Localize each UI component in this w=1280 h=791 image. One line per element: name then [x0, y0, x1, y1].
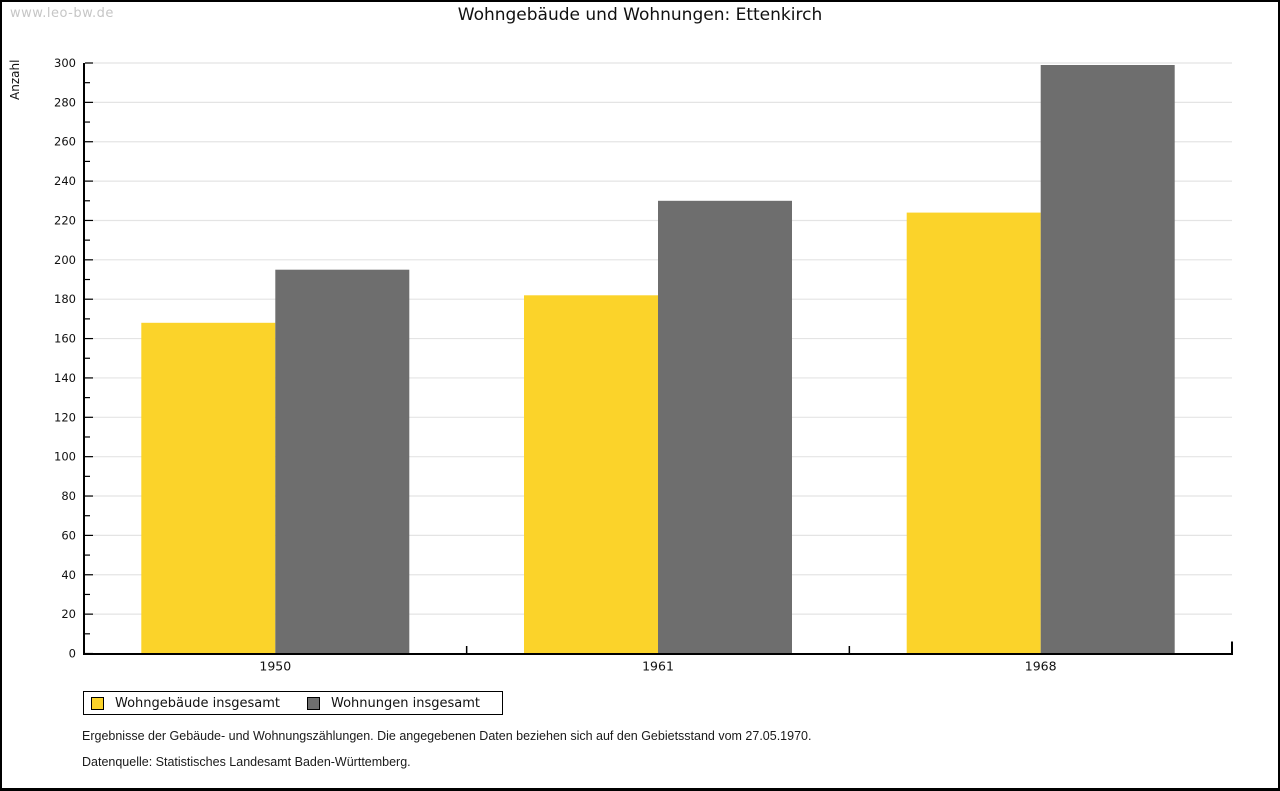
- category-divider-tick: [465, 646, 468, 654]
- x-tick-label-1961: 1961: [642, 659, 674, 674]
- legend: Wohngebäude insgesamt Wohnungen insgesam…: [83, 691, 503, 715]
- footnote-line-2: Datenquelle: Statistisches Landesamt Bad…: [82, 755, 411, 769]
- bar-1968-series-0: [906, 212, 1041, 654]
- y-axis-line: [83, 63, 85, 655]
- y-tick-label-120: 120: [54, 410, 76, 424]
- legend-label-wohngebaeude: Wohngebäude insgesamt: [115, 695, 280, 711]
- bar-1950-series-1: [275, 269, 410, 654]
- y-tick-label-60: 60: [61, 528, 76, 542]
- bar-1950-series-0: [141, 322, 276, 654]
- bar-chart: 1950 1961 1968 0 20 40 60 80 100 120 140 160 180 200 2…: [54, 56, 1233, 674]
- legend-swatch-wohngebaeude: [91, 696, 104, 710]
- x-tick-label-1968: 1968: [1025, 659, 1057, 674]
- bar-1968-series-1: [1040, 65, 1175, 654]
- y-tick-label-20: 20: [61, 607, 76, 621]
- y-tick-label-180: 180: [54, 292, 76, 306]
- y-tick-label-0: 0: [69, 647, 76, 661]
- y-tick-label-140: 140: [54, 371, 76, 385]
- y-tick-label-200: 200: [54, 253, 76, 267]
- y-tick-label-260: 260: [54, 135, 76, 149]
- x-axis-end-tick: [1231, 641, 1233, 654]
- x-tick-label-1950: 1950: [259, 659, 291, 674]
- bar-1961-series-0: [524, 295, 658, 654]
- footnote-line-1: Ergebnisse der Gebäude- und Wohnungszähl…: [82, 729, 812, 743]
- y-tick-label-300: 300: [54, 56, 76, 70]
- y-tick-label-220: 220: [54, 213, 76, 227]
- y-tick-label-280: 280: [54, 95, 76, 109]
- legend-label-wohnungen: Wohnungen insgesamt: [331, 695, 480, 711]
- legend-item-wohnungen: Wohnungen insgesamt: [307, 696, 480, 711]
- page-title: Wohngebäude und Wohnungen: Ettenkirch: [457, 5, 823, 25]
- y-tick-label-240: 240: [54, 174, 76, 188]
- legend-swatch-wohnungen: [307, 696, 320, 710]
- x-axis-line: [83, 653, 1233, 655]
- y-tick-label-100: 100: [54, 450, 76, 464]
- bar-1961-series-1: [658, 200, 792, 655]
- y-tick-label-160: 160: [54, 332, 76, 346]
- watermark: www.leo-bw.de: [10, 6, 114, 21]
- category-divider-tick: [848, 646, 851, 654]
- legend-item-wohngebaeude: Wohngebäude insgesamt: [91, 696, 280, 711]
- y-tick-label-80: 80: [61, 489, 76, 503]
- y-tick-label-40: 40: [61, 568, 76, 582]
